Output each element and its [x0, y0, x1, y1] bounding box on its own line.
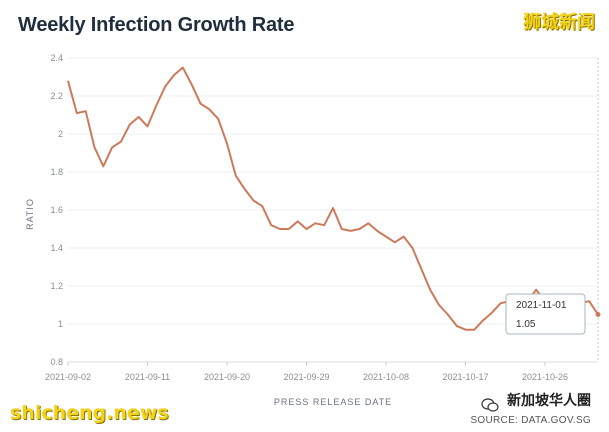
- data-point: [595, 312, 601, 317]
- x-tick-label: 2021-10-08: [363, 372, 409, 382]
- y-axis-label: RATIO: [25, 198, 35, 230]
- y-tick-label: 2.4: [50, 53, 63, 63]
- x-tick-label: 2021-09-02: [45, 372, 91, 382]
- tooltip: 2021-11-01 1.05: [505, 293, 586, 335]
- y-tick-label: 1.4: [50, 243, 63, 253]
- tooltip-box: [505, 293, 586, 335]
- y-tick-label: 2: [58, 129, 63, 139]
- x-tick-label: 2021-09-29: [283, 372, 329, 382]
- x-tick-labels: 2021-09-02 2021-09-11 2021-09-20 2021-09-29…: [45, 362, 568, 382]
- watermark-bottom-right: 新加坡华人圈: [507, 392, 591, 408]
- x-tick-label: 2021-09-11: [125, 372, 170, 382]
- series-line: [67, 66, 599, 331]
- y-tick-label: 0.8: [50, 357, 63, 367]
- tooltip-date: 2021-11-01: [516, 300, 567, 311]
- y-tick-label: 1: [58, 319, 63, 329]
- tooltip-value: 1.05: [516, 319, 536, 330]
- x-tick-label: 2021-10-26: [522, 372, 568, 382]
- watermark-top-right: 狮城新闻: [523, 12, 595, 32]
- source-note: SOURCE: DATA.GOV.SG: [470, 415, 591, 426]
- chart-title: Weekly Infection Growth Rate: [18, 14, 295, 36]
- y-tick-label: 2.2: [50, 91, 63, 101]
- data-points: [67, 67, 601, 330]
- x-tick-label: 2021-09-20: [204, 372, 250, 382]
- y-tick-label: 1.2: [50, 281, 63, 291]
- wechat-icon: [481, 398, 499, 412]
- x-axis-label: PRESS RELEASE DATE: [274, 397, 392, 407]
- y-tick-label: 1.8: [50, 167, 63, 177]
- grid-lines: [68, 57, 598, 325]
- x-tick-label: 2021-10-17: [442, 372, 488, 382]
- watermark-bottom-left: shicheng.news: [10, 402, 169, 424]
- y-tick-label: 1.6: [50, 205, 63, 215]
- y-tick-labels: 0.8 1 1.2 1.4 1.6 1.8 2 2.2 2.4: [50, 53, 63, 367]
